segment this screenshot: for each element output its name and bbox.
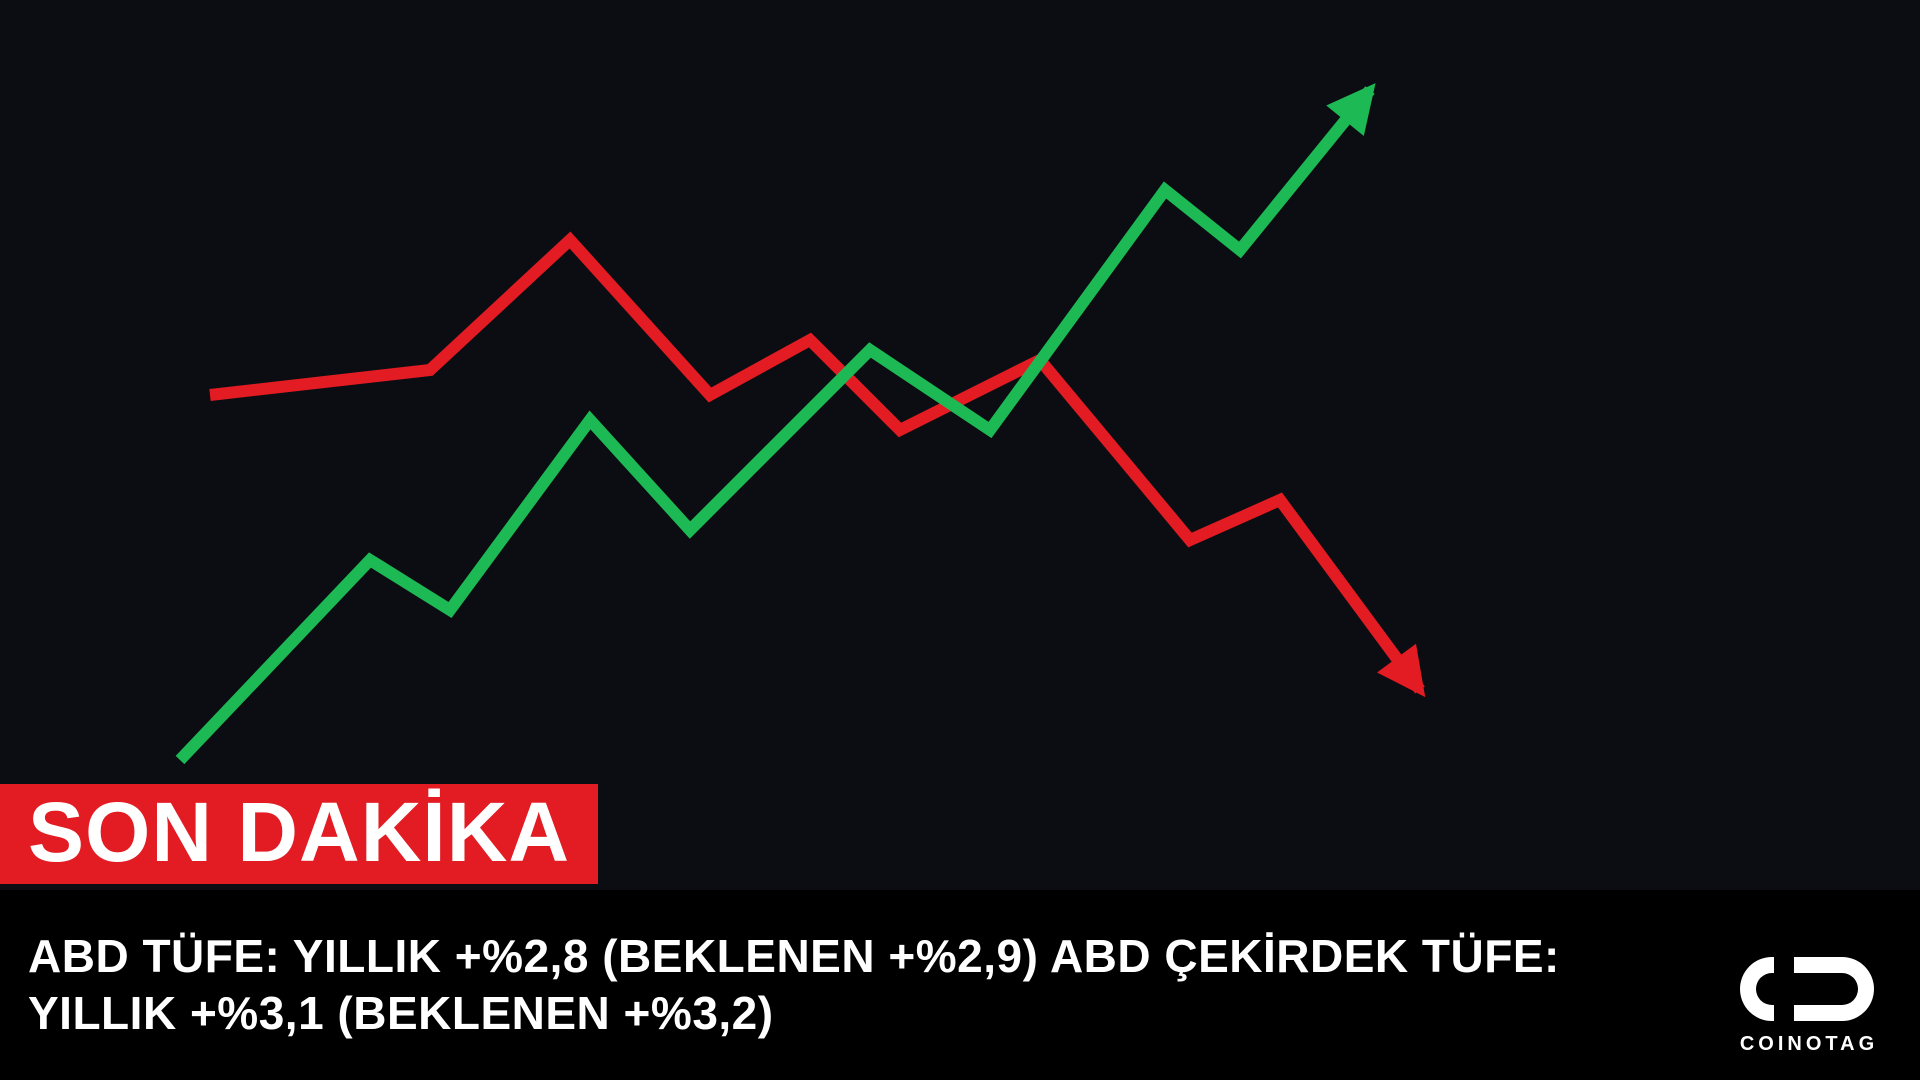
ticker-bar: ABD TÜFE: YILLIK +%2,8 (BEKLENEN +%2,9) …	[0, 890, 1920, 1080]
brand-logo: COINOTAG	[1734, 949, 1884, 1056]
ticker-text: ABD TÜFE: YILLIK +%2,8 (BEKLENEN +%2,9) …	[28, 928, 1588, 1043]
breaking-news-label: SON DAKİKA	[28, 785, 570, 879]
trend-chart	[0, 0, 1920, 800]
logo-brand-text: COINOTAG	[1740, 1033, 1878, 1056]
infographic-canvas: SON DAKİKA ABD TÜFE: YILLIK +%2,8 (BEKLE…	[0, 0, 1920, 1080]
logo-mark-icon	[1734, 949, 1884, 1029]
breaking-news-badge: SON DAKİKA	[0, 784, 598, 884]
